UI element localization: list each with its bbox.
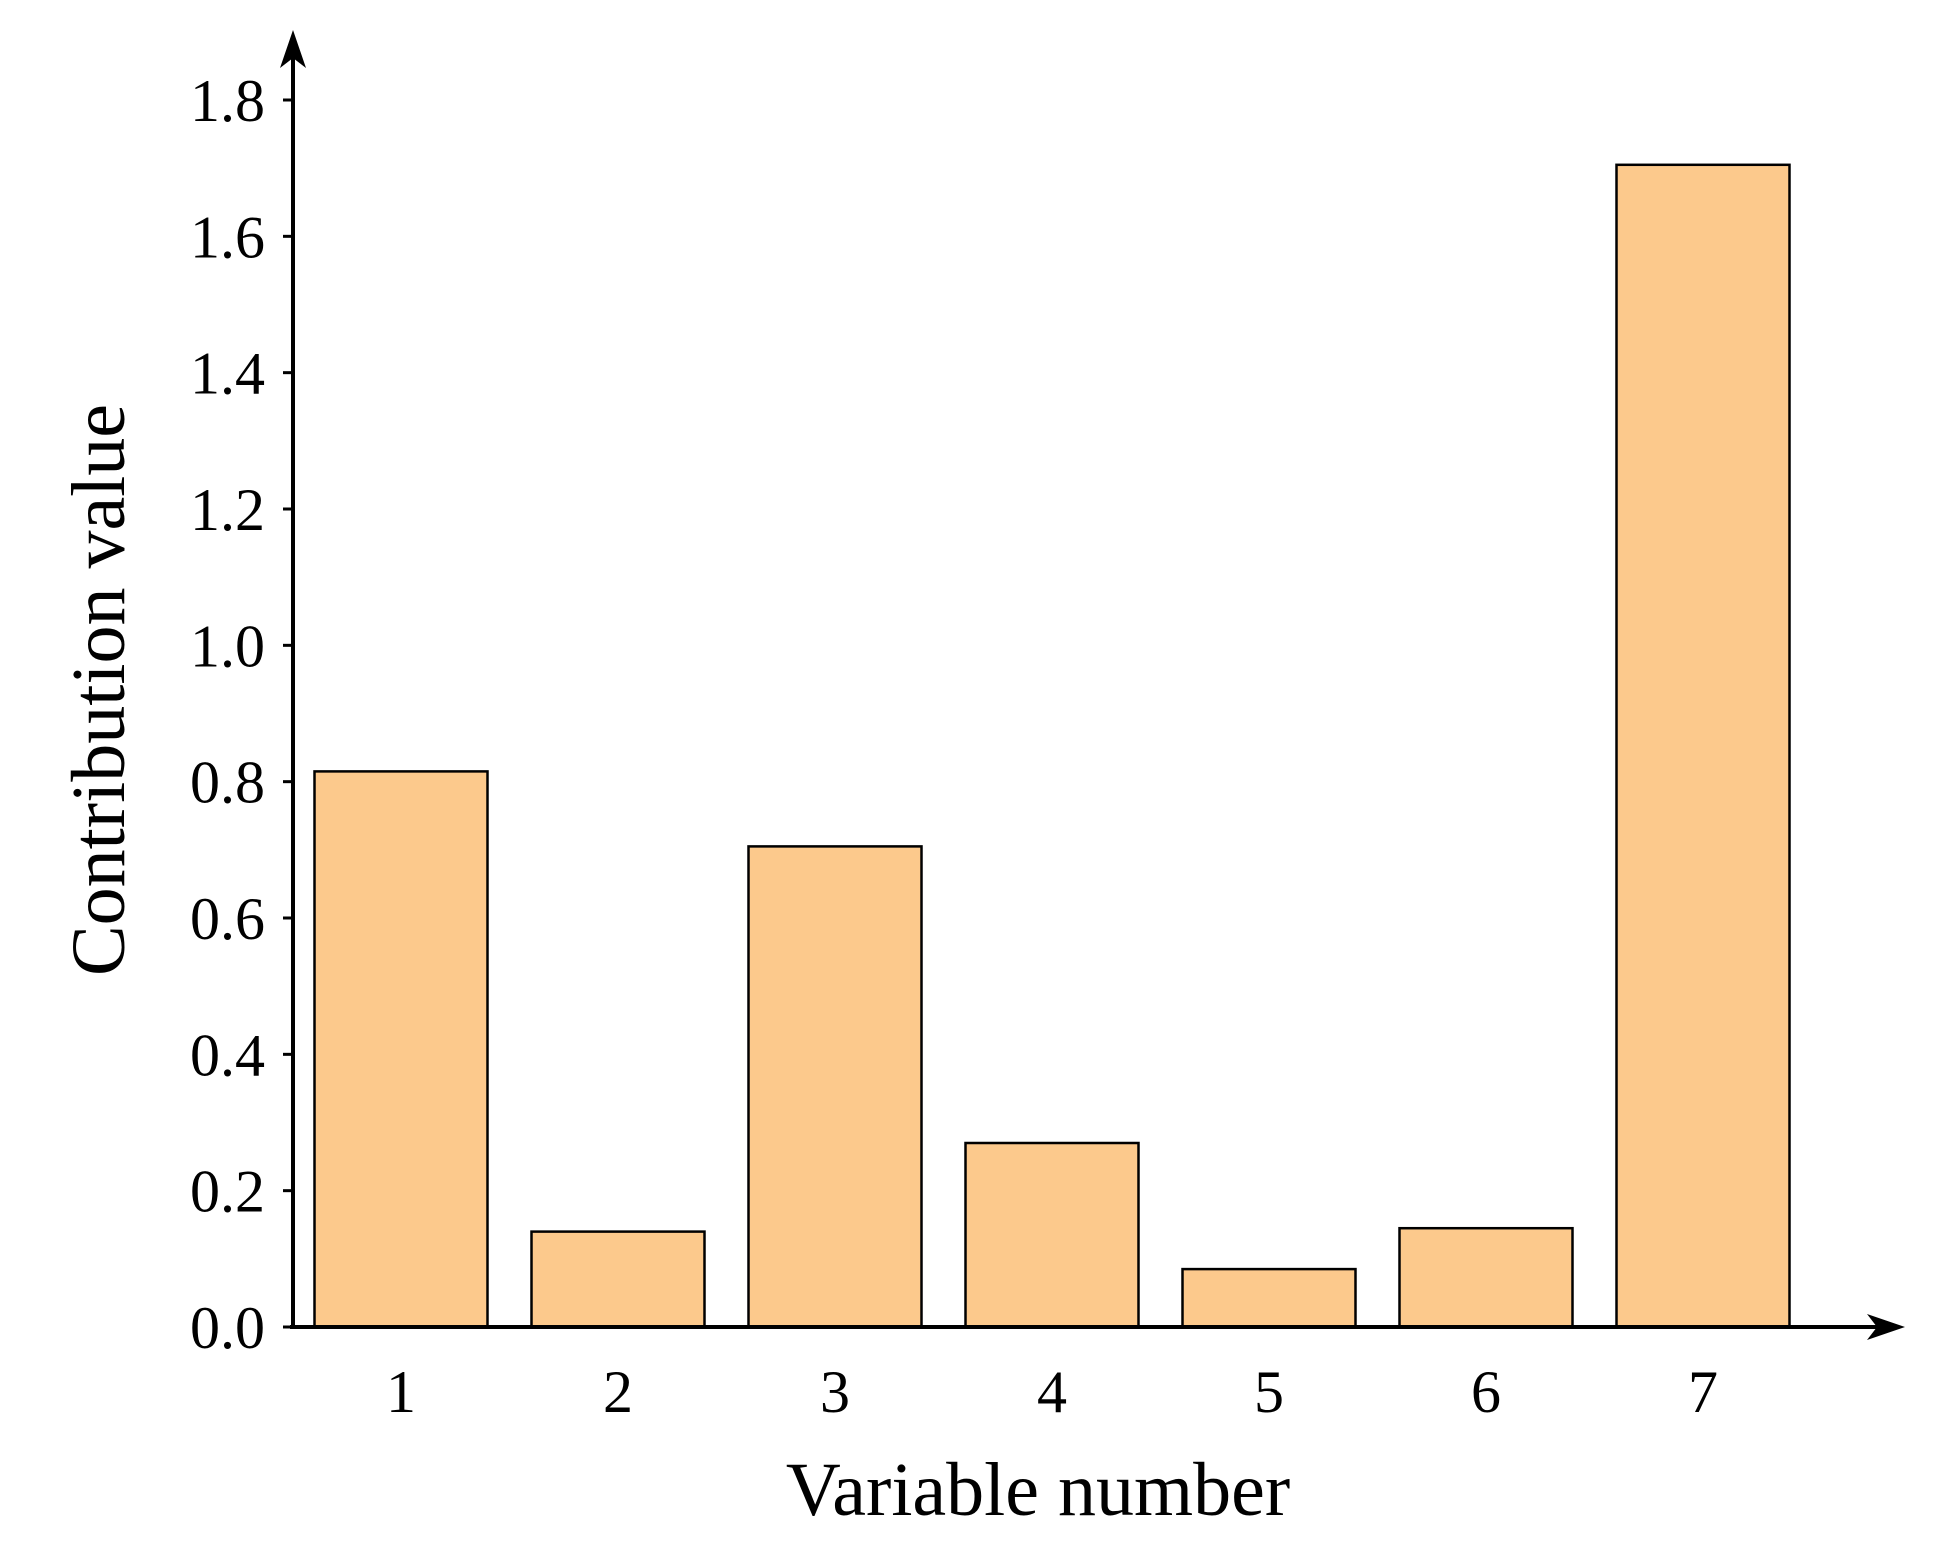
x-tick-label: 7 (1688, 1359, 1718, 1425)
x-tick-label: 1 (386, 1359, 416, 1425)
y-axis-arrow (280, 30, 306, 68)
labels-layer: 0.0 0.2 0.4 0.6 0.8 1.0 1.2 1.4 1.6 1.8 1 2 3 4 5 6 7 (190, 68, 1718, 1425)
y-tick-label: 1.6 (190, 204, 265, 270)
x-axis-arrow (1867, 1314, 1905, 1340)
y-tick-label: 0.8 (190, 750, 265, 816)
y-tick-label: 1.2 (190, 477, 265, 543)
y-tick-label: 0.2 (190, 1159, 265, 1225)
bar-5 (1181, 1267, 1357, 1329)
bar-3 (747, 845, 923, 1329)
bar-7 (1615, 163, 1791, 1329)
bar-4 (964, 1141, 1140, 1329)
y-tick-label: 1.0 (190, 613, 265, 679)
y-tick-label: 0.6 (190, 886, 265, 952)
axes-layer (280, 30, 1905, 1340)
bar-6 (1398, 1226, 1574, 1329)
x-tick-label: 6 (1471, 1359, 1501, 1425)
bars-layer (313, 163, 1791, 1329)
x-tick-label: 4 (1037, 1359, 1067, 1425)
y-tick-label: 1.8 (190, 68, 265, 134)
x-tick-label: 2 (603, 1359, 633, 1425)
y-tick-label: 1.4 (190, 341, 265, 407)
bar-1 (313, 770, 489, 1329)
x-axis-title: Variable number (786, 1448, 1290, 1532)
bar-2 (530, 1230, 706, 1329)
y-axis-title: Contribution value (57, 404, 141, 976)
y-tick-label: 0.4 (190, 1022, 265, 1088)
x-tick-label: 5 (1254, 1359, 1284, 1425)
y-tick-label: 0.0 (190, 1295, 265, 1361)
x-tick-label: 3 (820, 1359, 850, 1425)
